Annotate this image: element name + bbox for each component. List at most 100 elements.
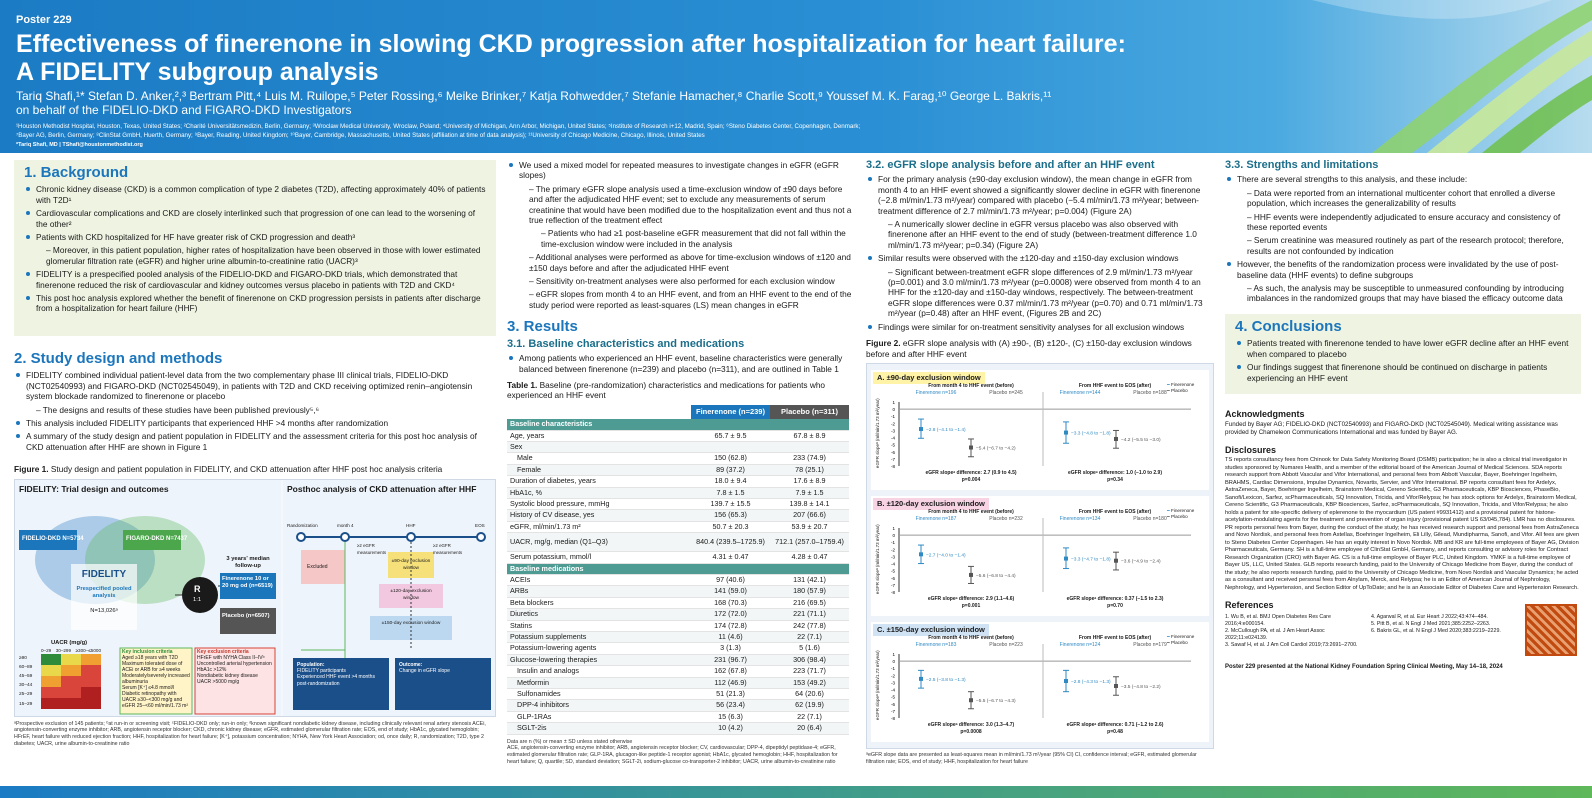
finerenone-value: 4.31 ± 0.47 bbox=[691, 551, 770, 564]
data-label: −2.8 (−4.1 to −1.4) bbox=[926, 427, 966, 433]
placebo-value: 67.8 ± 8.9 bbox=[770, 430, 849, 442]
qr-code-icon[interactable] bbox=[1525, 604, 1577, 657]
data-label: −4.2 (−5.5 to −3.0) bbox=[1121, 437, 1161, 443]
placebo-value: 306 (98.4) bbox=[770, 654, 849, 667]
list-subitem: Data were reported from an international… bbox=[1247, 188, 1581, 209]
placebo-point bbox=[969, 445, 973, 450]
affil-line-2: ⁷Bayer AG, Berlin, Germany; ⁸ClinStat Gm… bbox=[16, 131, 705, 139]
y-tick-label: -1 bbox=[891, 540, 895, 545]
placebo-value: 5 (1.6) bbox=[770, 642, 849, 655]
y-tick-label: -2 bbox=[891, 547, 895, 552]
egfr-meas-2: ≥2 eGFR measurements bbox=[433, 542, 463, 555]
table-row: Serum potassium, mmol/l 4.31 ± 0.47 4.28 ±… bbox=[507, 551, 849, 564]
y-tick-label: -4 bbox=[891, 687, 895, 692]
baseline-table: Finerenone (n=239) Placebo (n=311) Basel… bbox=[507, 404, 849, 735]
legend-marker: ━ bbox=[1167, 507, 1172, 513]
list-item: FIDELITY is a prespecified pooled analys… bbox=[26, 269, 486, 290]
finerenone-arm: Finerenone 10 or 20 mg od (n=6519) bbox=[222, 575, 273, 589]
chart-text: Placebo n=232 bbox=[989, 515, 1023, 522]
inclusion-criteria: Key inclusion criteria Aged ≥18 years wi… bbox=[122, 649, 190, 709]
finerenone-value: 50.7 ± 20.3 bbox=[691, 521, 770, 534]
panel-title: C. ±150-day exclusion window bbox=[873, 623, 989, 637]
criterion: Aged ≥18 years with T2D bbox=[122, 654, 179, 661]
column-3: 3.2. eGFR slope analysis before and afte… bbox=[866, 159, 1214, 766]
legend-marker: ━ bbox=[1167, 633, 1172, 639]
list-item: Similar results were observed with the ±… bbox=[868, 253, 1214, 263]
placebo-value bbox=[770, 441, 849, 454]
placebo-point bbox=[1114, 436, 1118, 441]
list-item: For the primary analysis (±90-day exclus… bbox=[868, 174, 1214, 216]
row-label: Serum potassium, mmol/l bbox=[507, 551, 691, 564]
finerenone-point bbox=[919, 426, 923, 431]
row-label: UACR, mg/g, median (Q1–Q3) bbox=[507, 532, 691, 553]
figure-1: FIDELITY: Trial design and outcomes bbox=[14, 478, 496, 717]
figaro-box: FIGARO-DKD N=7437 bbox=[126, 534, 187, 544]
figure-1-caption: Figure 1. Study design and patient popul… bbox=[14, 464, 496, 474]
excluded-label: Excluded bbox=[307, 563, 328, 570]
chart-text: Finerenone n=124 bbox=[1059, 641, 1101, 648]
decorative-stripes bbox=[1312, 0, 1592, 153]
legend-finerenone: ━ Finerenone bbox=[1167, 634, 1194, 640]
y-tick-label: -5 bbox=[891, 695, 895, 700]
chart-text: Finerenone n=187 bbox=[915, 515, 957, 522]
data-label: −2.8 (−4.3 to −1.3) bbox=[1071, 679, 1111, 685]
legend: ━ Finerenone ━ Placebo bbox=[1167, 382, 1194, 394]
criterion: Serum [K⁺] ≤4.8 mmol/l bbox=[122, 684, 175, 691]
y-tick-label: 1 bbox=[892, 652, 895, 657]
y-tick-label: -7 bbox=[891, 583, 895, 588]
list-subitem: Patients who had ≥1 post-baseline eGFR m… bbox=[541, 228, 857, 249]
uacr-col: ≥300–≤5000 bbox=[75, 647, 101, 653]
reference: 1. Wu B, et al. BMJ Open Diabetes Res Ca… bbox=[1225, 614, 1331, 628]
design-list: FIDELITY combined individual patient-lev… bbox=[14, 370, 496, 452]
y-axis-label: eGFR slopeᵃ (ml/min/1.73 m²/year) bbox=[874, 398, 880, 468]
row-label: Male bbox=[507, 452, 691, 465]
legend-label: Placebo bbox=[1171, 513, 1188, 519]
finerenone-value: 7.8 ± 1.5 bbox=[691, 487, 770, 499]
slope-chart: -8 -7 -6 -5 -4 -3 -2 -1 0 1 −2.7 (−4.0 to −1.4) −5.… bbox=[891, 517, 1191, 595]
placebo-point bbox=[1114, 683, 1118, 688]
figure-1-caption-text: Study design and patient population in F… bbox=[50, 464, 443, 475]
y-tick-label: -5 bbox=[891, 443, 895, 448]
legend-marker: ━ bbox=[1167, 387, 1172, 393]
placebo-value: 20 (6.4) bbox=[770, 722, 849, 735]
placebo-value: 207 (66.6) bbox=[770, 509, 849, 522]
y-tick-label: -8 bbox=[891, 716, 895, 721]
table-row: Sex bbox=[507, 441, 849, 454]
finerenone-value: 97 (40.6) bbox=[691, 574, 770, 587]
conclusions-list: Patients treated with finerenone tended … bbox=[1235, 338, 1571, 383]
figure-2-panel: B. ±120-day exclusion window -8 -7 -6 -5 -4 -3… bbox=[871, 495, 1209, 616]
finerenone-point bbox=[1064, 556, 1068, 561]
uacr-col: 0–29 bbox=[41, 647, 52, 653]
exclusion-criteria: Key exclusion criteria HFrEF with NYHA C… bbox=[197, 649, 273, 685]
data-label: −2.7 (−4.0 to −1.4) bbox=[926, 552, 966, 558]
placebo-value: 223 (71.7) bbox=[770, 665, 849, 678]
chart-text: eGFR slopeᵃ difference: 2.7 (0.9 to 4.5) bbox=[925, 469, 1017, 476]
row-label: Potassium-lowering agents bbox=[507, 642, 691, 655]
list-item: We used a mixed model for repeated measu… bbox=[509, 160, 857, 181]
finerenone-value bbox=[691, 441, 770, 454]
list-subitem: The designs and results of these studies… bbox=[36, 405, 496, 415]
table-row: Age, years 65.7 ± 9.5 67.8 ± 8.9 bbox=[507, 430, 849, 442]
affil-line-1: ¹Houston Methodist Hospital, Houston, Te… bbox=[16, 123, 861, 130]
egfr-row: ≥90 bbox=[19, 655, 27, 661]
figure-1-footnote: ᵃProspective exclusion of 145 patients; … bbox=[14, 720, 486, 748]
table-note: ACE, angiotensin-converting enzyme inhib… bbox=[507, 745, 838, 766]
criterion: HFrEF with NYHA Class II–IVᵇ bbox=[197, 654, 265, 661]
legend-label: Finerenone bbox=[1171, 633, 1195, 639]
chart-text: From HHF event to EOS (after) bbox=[1078, 382, 1152, 389]
figure-2-caption: Figure 2. eGFR slope analysis with (A) ±… bbox=[866, 338, 1214, 359]
y-tick-label: -6 bbox=[891, 576, 895, 581]
row-label: SGLT-2is bbox=[507, 722, 691, 735]
slope-list: For the primary analysis (±90-day exclus… bbox=[866, 174, 1214, 332]
egfr-row: 60–89 bbox=[19, 664, 33, 670]
author-list: Tariq Shafi,¹* Stefan D. Anker,²,³ Bertr… bbox=[16, 89, 1316, 117]
chart-text: Placebo n=223 bbox=[989, 641, 1023, 648]
placebo-value: 53.9 ± 20.7 bbox=[770, 521, 849, 534]
placebo-value: 22 (7.1) bbox=[770, 711, 849, 724]
finerenone-value: 112 (46.9) bbox=[691, 677, 770, 690]
row-label: DPP-4 inhibitors bbox=[507, 699, 691, 712]
results-title: 3. Results bbox=[507, 318, 578, 336]
randomization-icon: R bbox=[194, 583, 201, 594]
y-tick-label: -7 bbox=[891, 709, 895, 714]
finerenone-value: 840.4 (239.5–1725.9) bbox=[691, 532, 770, 553]
